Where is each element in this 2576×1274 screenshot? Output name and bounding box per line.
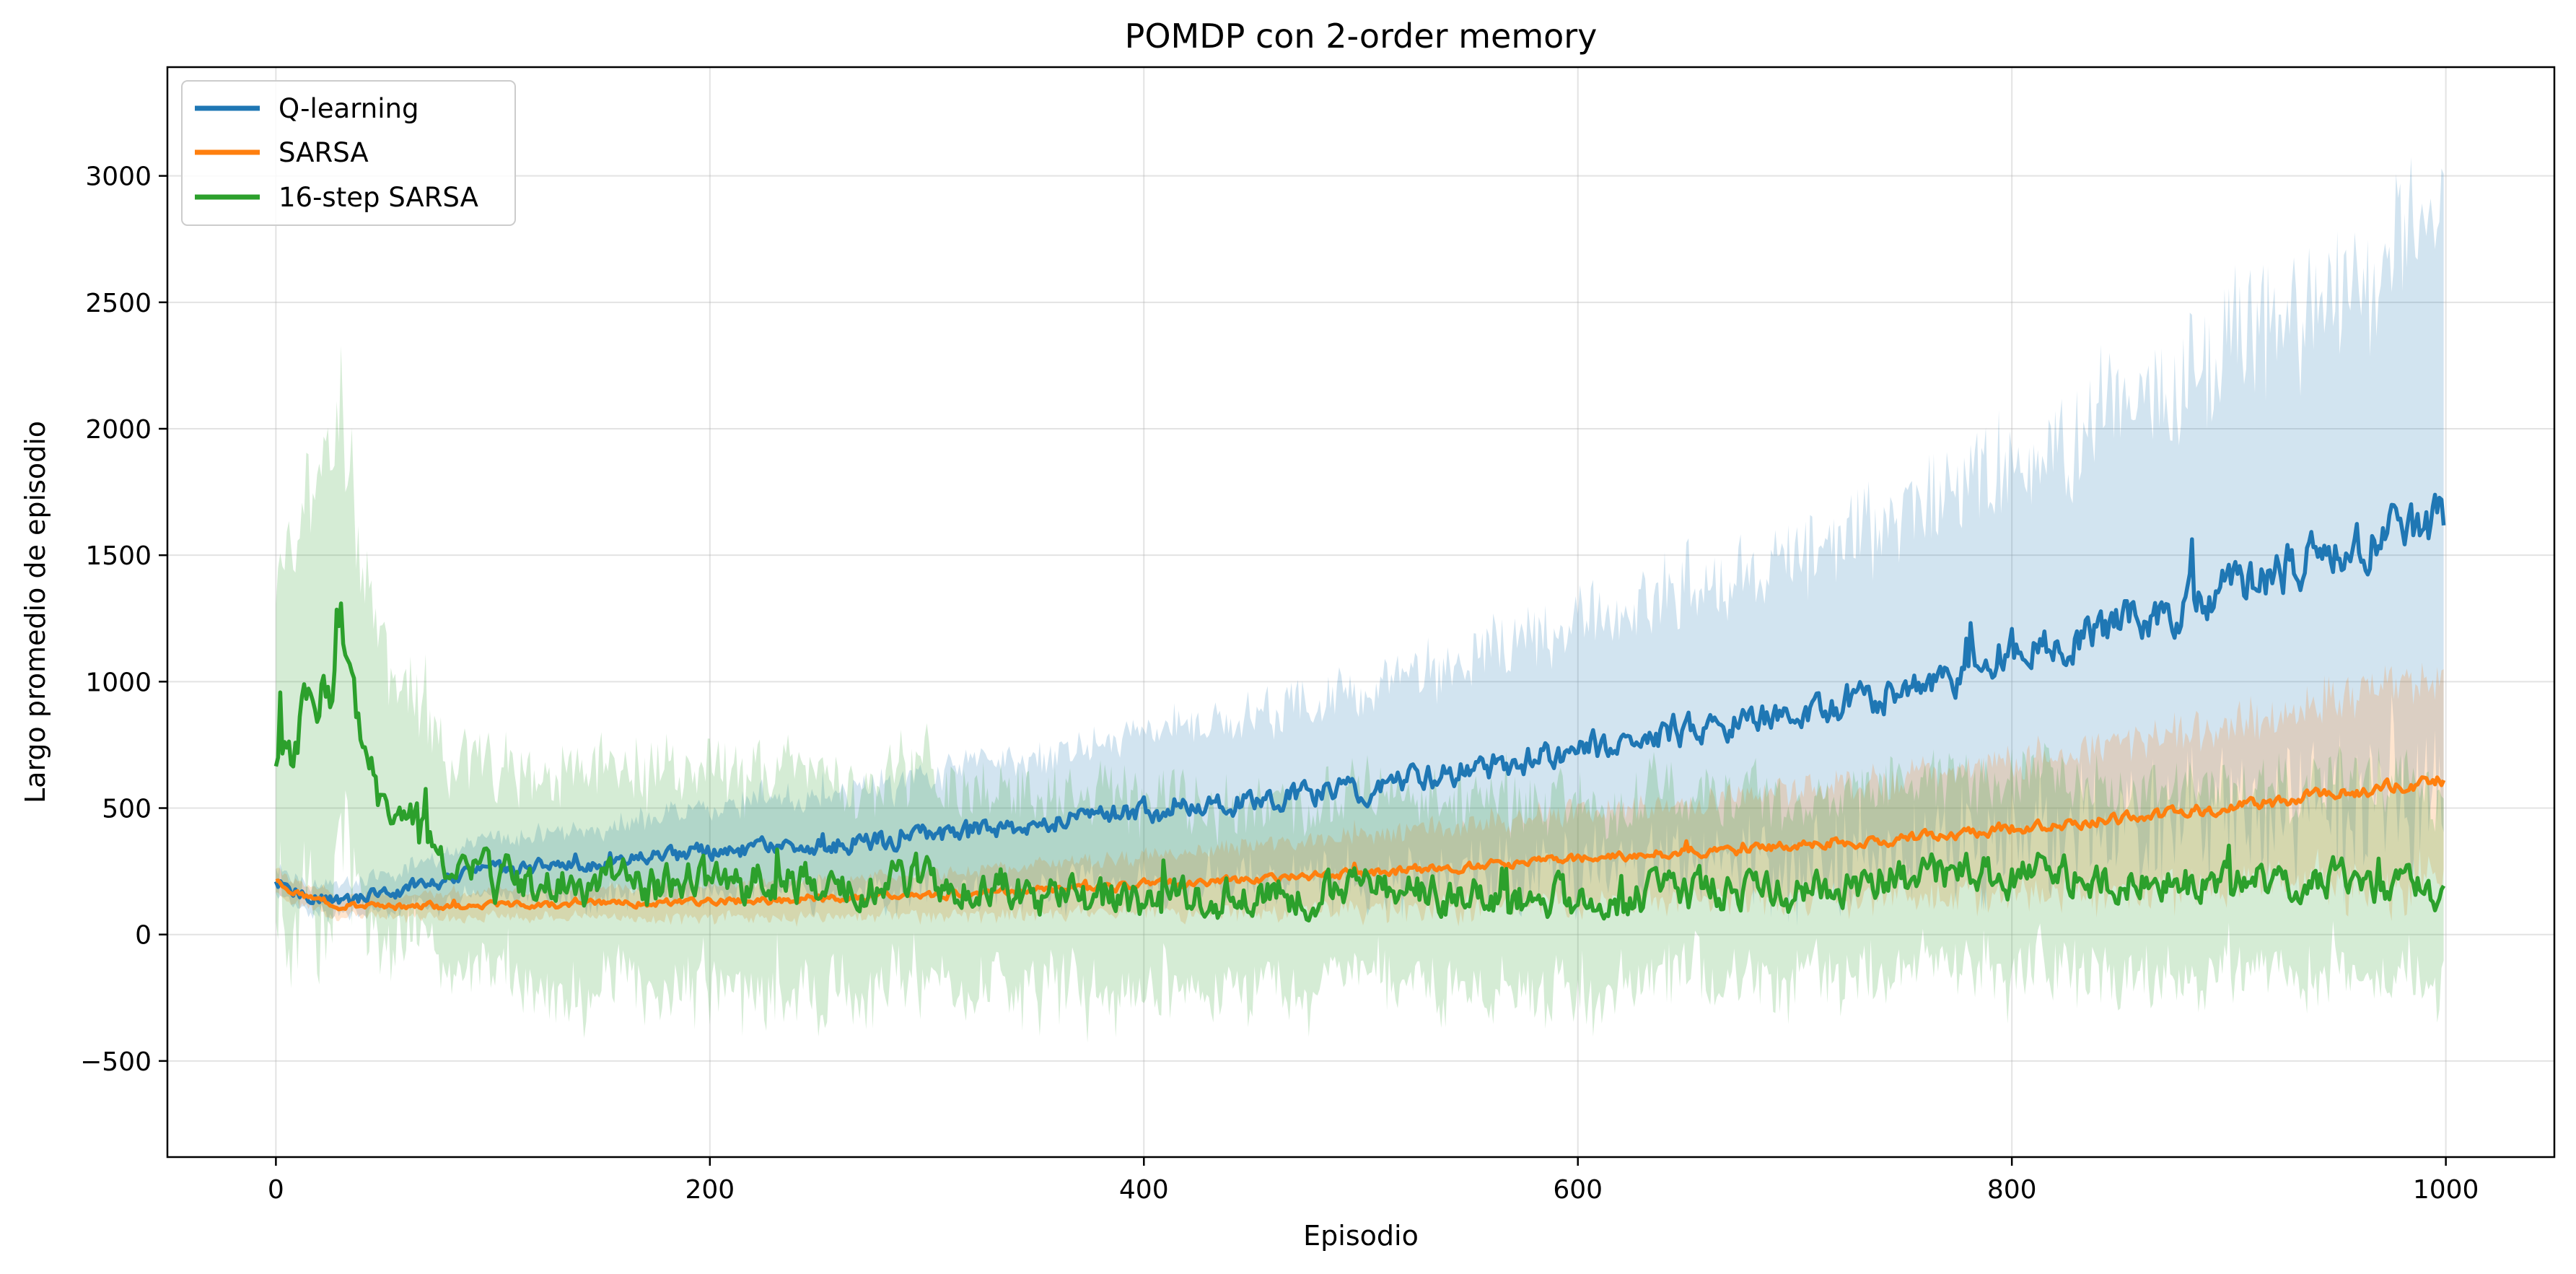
axis-ticks: 0 200 400 600 800 1000 −500 0 500 1000 1500 2000 250… <box>80 162 2479 1205</box>
chart-title: POMDP con 2-order memory <box>1125 17 1598 56</box>
x-axis-label: Episodio <box>1303 1220 1419 1252</box>
y-tick-label: 500 <box>102 795 152 824</box>
line-sarsa <box>275 775 2446 912</box>
legend-label-sarsa: SARSA <box>279 137 369 168</box>
legend-box <box>181 80 516 226</box>
x-tick-label: 600 <box>1553 1175 1603 1205</box>
plot-frame <box>166 66 2556 1159</box>
band-sarsa <box>276 663 2444 928</box>
y-tick-label: −500 <box>80 1047 152 1077</box>
y-tick-label: 3000 <box>85 162 152 192</box>
x-tick-label: 1000 <box>2413 1175 2479 1205</box>
x-tick-label: 400 <box>1119 1175 1169 1205</box>
y-tick-label: 2000 <box>85 415 152 445</box>
y-tick-label: 0 <box>135 921 152 951</box>
legend-label-q-learning: Q-learning <box>279 93 419 124</box>
legend: Q-learning SARSA 16-step SARSA <box>181 80 516 226</box>
legend-label-16-step-sarsa: 16-step SARSA <box>279 182 478 213</box>
y-axis-label: Largo promedio de episodio <box>19 421 51 803</box>
x-tick-label: 0 <box>268 1175 284 1205</box>
series-lines <box>273 492 2446 923</box>
band-q-learning <box>276 157 2444 926</box>
y-tick-label: 1500 <box>85 541 152 571</box>
y-tick-label: 2500 <box>85 289 152 318</box>
x-tick-label: 200 <box>685 1175 735 1205</box>
grid <box>167 67 2554 1157</box>
line-q-learning <box>273 492 2446 905</box>
y-tick-label: 1000 <box>85 668 152 697</box>
line-16-step-sarsa <box>273 601 2445 923</box>
x-tick-label: 800 <box>1987 1175 2037 1205</box>
